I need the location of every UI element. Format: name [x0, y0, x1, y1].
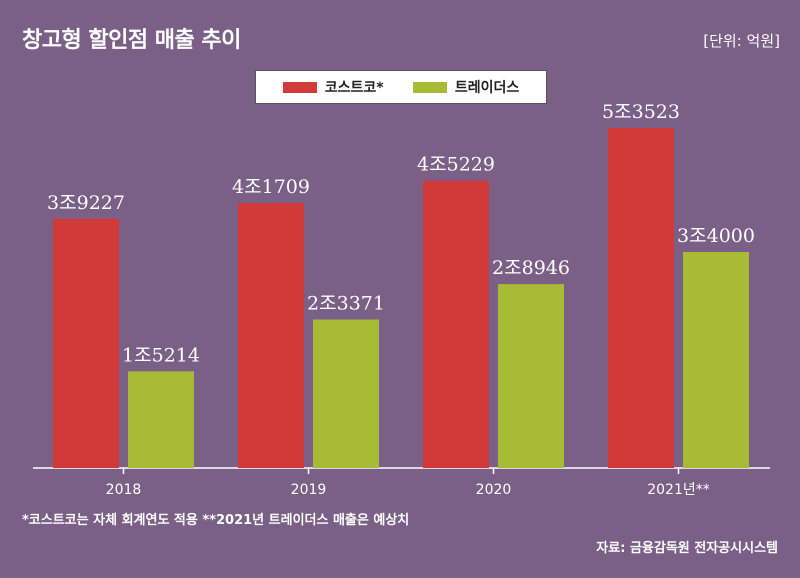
- bar-costco-0: [53, 218, 119, 468]
- legend: 코스트코* 트레이더스: [255, 70, 547, 104]
- x-tick-label-2: 2020: [476, 482, 512, 498]
- bar-costco-3: [608, 128, 674, 468]
- legend-swatch-traders: [412, 81, 447, 93]
- data-label-traders-0: 1조5214: [122, 344, 200, 366]
- legend-label-costco: 코스트코*: [324, 80, 384, 96]
- bar-costco-1: [238, 203, 304, 468]
- chart-title: 창고형 할인점 매출 추이: [22, 28, 241, 53]
- legend-swatch-costco: [282, 81, 317, 93]
- data-label-costco-2: 4조5229: [417, 154, 495, 176]
- bar-traders-1: [313, 319, 379, 468]
- data-label-traders-2: 2조8946: [492, 257, 570, 279]
- legend-item-costco: 코스트코*: [282, 77, 384, 97]
- footnote: *코스트코는 자체 회계연도 적용 **2021년 트레이더스 매출은 예상치: [22, 513, 410, 528]
- unit-label: [단위: 억원]: [703, 32, 780, 50]
- x-tick-label-1: 2019: [291, 482, 327, 498]
- data-label-traders-1: 2조3371: [307, 293, 385, 315]
- bar-chart: 3조9227 1조5214 2018 4조1709 2조3371 2019 4조5229 2조…: [33, 101, 770, 498]
- data-label-traders-3: 3조4000: [677, 225, 755, 247]
- bar-traders-2: [498, 284, 564, 468]
- x-tick-label-0: 2018: [106, 482, 142, 498]
- bar-traders-0: [128, 371, 194, 468]
- bar-traders-3: [683, 252, 749, 468]
- data-label-costco-1: 4조1709: [232, 176, 310, 198]
- legend-item-traders: 트레이더스: [412, 77, 520, 97]
- bar-costco-2: [423, 180, 489, 468]
- x-tick-label-3: 2021년**: [647, 482, 710, 498]
- legend-label-traders: 트레이더스: [454, 80, 520, 96]
- source-note: 자료: 금융감독원 전자공시시스템: [596, 541, 778, 556]
- data-label-costco-0: 3조9227: [47, 192, 125, 214]
- data-label-costco-3: 5조3523: [602, 101, 680, 123]
